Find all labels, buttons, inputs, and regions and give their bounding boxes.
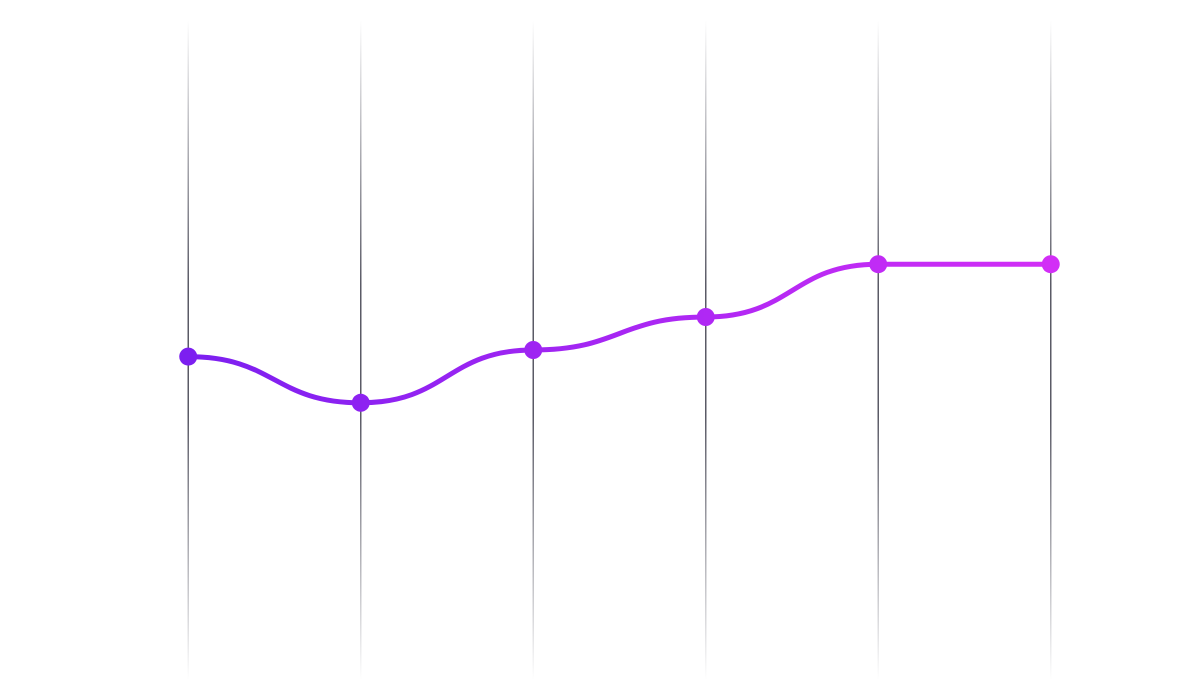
grid-line bbox=[360, 20, 362, 680]
point bbox=[1041, 255, 1060, 274]
line bbox=[185, 261, 1054, 406]
point bbox=[179, 347, 198, 366]
grid-line bbox=[877, 20, 879, 680]
point bbox=[351, 393, 370, 412]
point bbox=[696, 308, 715, 326]
grid-line bbox=[705, 20, 707, 680]
point bbox=[869, 255, 888, 274]
grid-line bbox=[1050, 20, 1052, 680]
plot bbox=[179, 255, 1060, 412]
point bbox=[524, 341, 543, 359]
grid bbox=[187, 20, 1052, 680]
